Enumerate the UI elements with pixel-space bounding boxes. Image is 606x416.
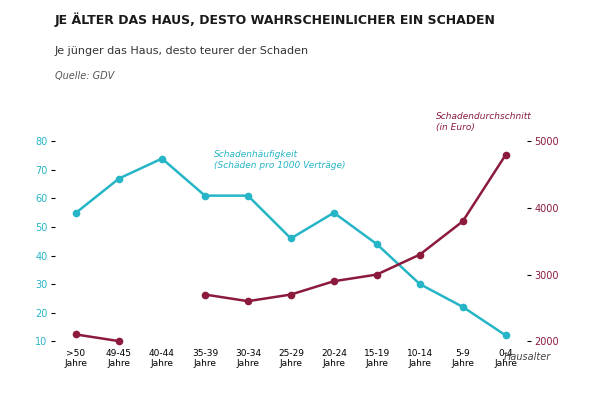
Text: JE ÄLTER DAS HAUS, DESTO WAHRSCHEINLICHER EIN SCHADEN: JE ÄLTER DAS HAUS, DESTO WAHRSCHEINLICHE…	[55, 12, 496, 27]
Text: Schadenhäufigkeit
(Schäden pro 1000 Verträge): Schadenhäufigkeit (Schäden pro 1000 Vert…	[213, 150, 345, 170]
Text: Je jünger das Haus, desto teurer der Schaden: Je jünger das Haus, desto teurer der Sch…	[55, 46, 308, 56]
Text: Schadendurchschnitt
(in Euro): Schadendurchschnitt (in Euro)	[436, 112, 532, 132]
Text: Hausalter: Hausalter	[504, 352, 551, 362]
Text: Quelle: GDV: Quelle: GDV	[55, 71, 114, 81]
